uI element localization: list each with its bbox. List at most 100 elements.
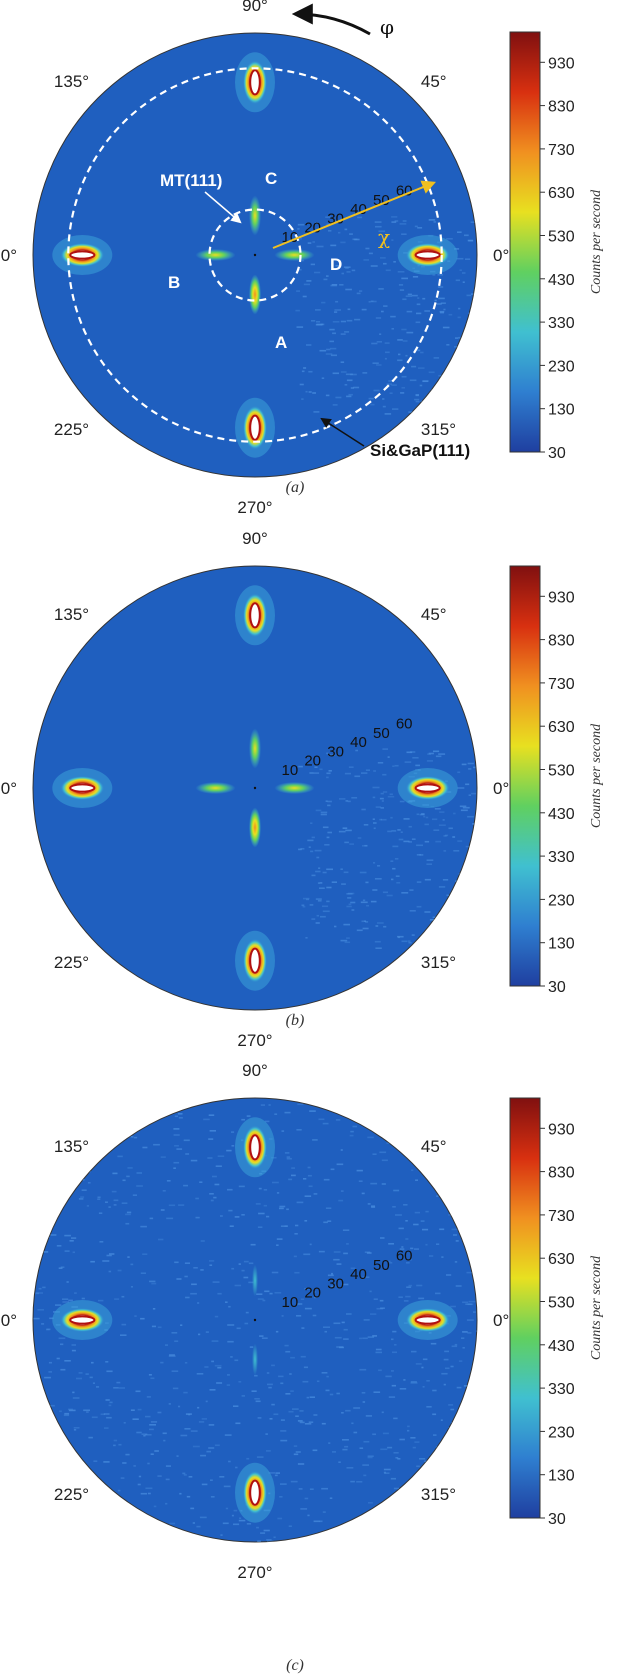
noise-speck — [362, 1526, 366, 1528]
noise-speck — [351, 797, 358, 799]
noise-speck — [209, 1389, 216, 1391]
noise-speck — [173, 1161, 180, 1164]
noise-speck — [356, 1169, 363, 1172]
noise-speck — [330, 244, 337, 247]
noise-speck — [315, 222, 318, 224]
noise-speck — [302, 905, 306, 908]
noise-speck — [383, 262, 387, 265]
colorbar-tick-label: 930 — [548, 1121, 575, 1138]
noise-speck — [117, 1269, 122, 1272]
noise-speck — [325, 1389, 330, 1392]
noise-speck — [346, 893, 353, 895]
noise-speck — [157, 1411, 162, 1414]
noise-speck — [304, 1287, 311, 1290]
noise-speck — [415, 321, 421, 324]
noise-speck — [368, 1502, 373, 1504]
noise-speck — [145, 1434, 152, 1436]
noise-speck — [71, 1349, 76, 1352]
noise-speck — [382, 1127, 386, 1130]
noise-speck — [59, 1099, 63, 1102]
noise-speck — [329, 328, 335, 331]
noise-speck — [137, 1483, 141, 1486]
noise-speck — [256, 1526, 259, 1529]
noise-speck — [469, 407, 475, 409]
noise-speck — [323, 1178, 330, 1181]
noise-speck — [344, 772, 351, 775]
noise-speck — [123, 1422, 126, 1424]
noise-speck — [36, 1422, 43, 1425]
noise-speck — [437, 274, 444, 276]
noise-speck — [340, 868, 343, 870]
noise-speck — [313, 1193, 318, 1195]
noise-speck — [176, 1455, 179, 1457]
noise-speck — [333, 1322, 341, 1325]
noise-speck — [87, 1182, 91, 1184]
noise-speck — [444, 1350, 449, 1353]
noise-speck — [433, 221, 437, 223]
noise-speck — [425, 816, 429, 819]
noise-speck — [296, 290, 300, 292]
noise-speck — [142, 1535, 149, 1537]
noise-speck — [439, 381, 445, 384]
noise-speck — [266, 1539, 272, 1541]
annotation-chi: χ — [378, 225, 390, 249]
noise-speck — [122, 1526, 128, 1528]
noise-speck — [276, 1238, 283, 1240]
noise-speck — [64, 1234, 71, 1237]
noise-speck — [398, 838, 404, 841]
reflection-spot — [249, 807, 261, 848]
noise-speck — [397, 359, 403, 362]
noise-speck — [380, 792, 384, 795]
noise-speck — [299, 1421, 305, 1424]
noise-speck — [195, 1197, 199, 1200]
noise-speck — [271, 1403, 275, 1406]
noise-speck — [263, 1204, 267, 1207]
noise-speck — [280, 1439, 288, 1442]
noise-speck — [104, 1427, 109, 1429]
noise-speck — [303, 1366, 308, 1369]
noise-speck — [432, 916, 436, 919]
noise-speck — [471, 1146, 475, 1149]
noise-speck — [298, 848, 302, 851]
noise-speck — [191, 1283, 197, 1286]
reflection-core — [69, 783, 96, 793]
reflection-core — [414, 1315, 441, 1325]
noise-speck — [279, 1496, 283, 1498]
noise-speck — [373, 822, 377, 824]
noise-speck — [60, 1343, 64, 1346]
noise-speck — [256, 1456, 264, 1458]
phi-angle-label: 315° — [421, 420, 456, 439]
annotation-spot-c: C — [265, 169, 277, 188]
reflection-core — [249, 414, 261, 441]
noise-speck — [403, 1379, 406, 1381]
noise-speck — [391, 878, 394, 881]
noise-speck — [169, 1522, 176, 1525]
reflection-spot — [195, 249, 236, 261]
noise-speck — [350, 387, 354, 389]
noise-speck — [257, 1540, 261, 1542]
noise-speck — [451, 1345, 458, 1348]
noise-speck — [407, 1425, 410, 1428]
noise-speck — [446, 344, 450, 346]
noise-speck — [367, 1203, 371, 1205]
noise-speck — [453, 1474, 459, 1477]
chi-tick-label: 40 — [350, 201, 367, 218]
noise-speck — [161, 1536, 167, 1539]
noise-speck — [183, 1184, 188, 1187]
noise-speck — [407, 293, 412, 296]
noise-speck — [116, 1126, 121, 1128]
reflection-core — [249, 947, 261, 974]
noise-speck — [372, 786, 380, 789]
noise-speck — [168, 1204, 176, 1207]
noise-speck — [361, 1392, 366, 1394]
noise-speck — [297, 223, 305, 226]
noise-speck — [416, 303, 421, 306]
noise-speck — [446, 944, 450, 946]
noise-speck — [231, 1131, 235, 1133]
noise-speck — [340, 1149, 343, 1151]
noise-speck — [72, 1251, 75, 1254]
noise-speck — [298, 1488, 303, 1490]
noise-speck — [349, 1134, 354, 1137]
noise-speck — [475, 1123, 477, 1125]
